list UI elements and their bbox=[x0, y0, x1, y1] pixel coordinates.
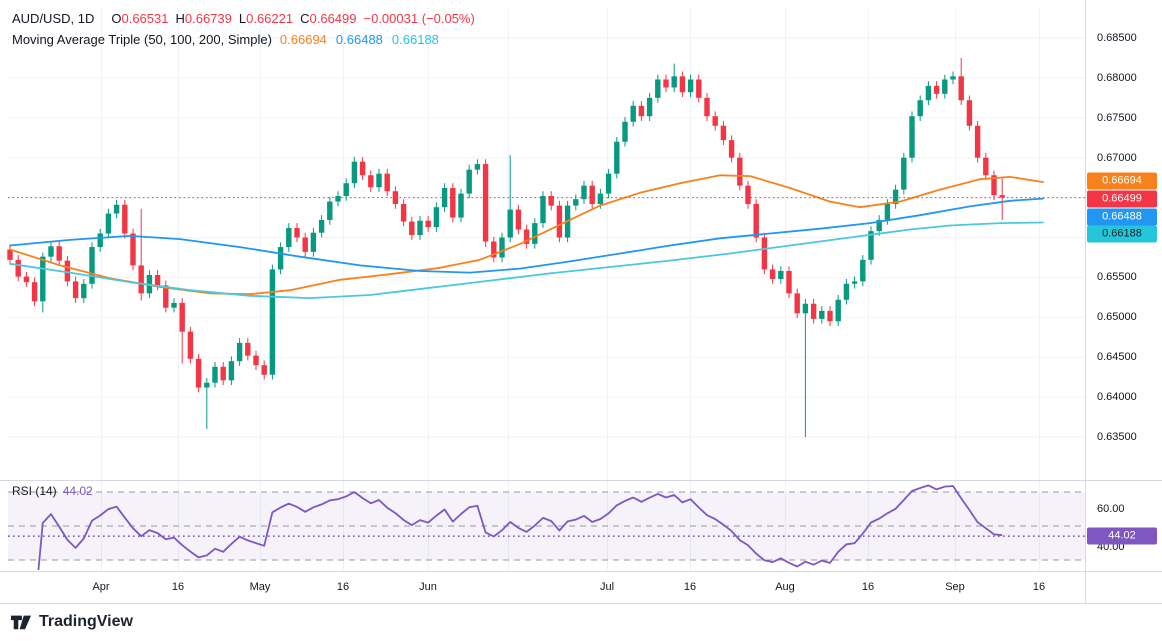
rsi-value: 44.02 bbox=[62, 484, 93, 498]
rsi-axis-label: 60.00 bbox=[1097, 503, 1125, 515]
ohlc-key: L bbox=[238, 11, 247, 26]
time-axis-label: Sep bbox=[945, 581, 965, 593]
time-axis-label: Jul bbox=[599, 581, 615, 593]
ma-legend-row[interactable]: Moving Average Triple (50, 100, 200, Sim… bbox=[12, 29, 475, 50]
rsi-indicator-title: RSI (14) bbox=[12, 484, 57, 498]
time-axis-label: Apr bbox=[92, 581, 110, 593]
time-axis-label: 16 bbox=[861, 581, 875, 593]
price-axis-label: 0.65000 bbox=[1097, 311, 1137, 324]
price-badge: 0.66188 bbox=[1087, 225, 1157, 243]
ma-value: 0.66188 bbox=[391, 32, 439, 47]
price-axis-label: 0.63500 bbox=[1097, 431, 1137, 443]
time-axis-label: Aug bbox=[775, 581, 795, 593]
price-badge: 0.66488 bbox=[1087, 208, 1157, 226]
ohlc-value: 0.66499 bbox=[309, 11, 357, 26]
time-axis-label: 16 bbox=[171, 581, 185, 593]
ohlc-value: 0.66739 bbox=[184, 11, 232, 26]
ma-value: 0.66694 bbox=[279, 32, 327, 47]
price-axis-label: 0.64500 bbox=[1097, 351, 1137, 364]
tradingview-logo-text: TradingView bbox=[39, 613, 133, 630]
ohlc-key: O bbox=[111, 11, 122, 26]
price-axis-label: 0.65500 bbox=[1097, 271, 1137, 284]
rsi-legend[interactable]: RSI (14) 44.02 bbox=[12, 484, 93, 498]
symbol-ohlc-row: AUD/USD, 1D O0.66531 H0.66739 L0.66221 C0.66… bbox=[12, 8, 475, 29]
price-axis-label: 0.68000 bbox=[1097, 71, 1137, 84]
tradingview-logo[interactable]: TradingView bbox=[10, 612, 133, 632]
time-axis-label: 16 bbox=[336, 581, 350, 593]
ohlc-values: O0.66531 H0.66739 L0.66221 C0.66499 bbox=[104, 11, 356, 26]
ohlc-value: 0.66221 bbox=[246, 11, 294, 26]
tradingview-logo-icon bbox=[11, 615, 31, 630]
ohlc-key: C bbox=[300, 11, 310, 26]
price-badge: 0.66694 bbox=[1087, 172, 1157, 190]
ohlc-key: H bbox=[175, 11, 185, 26]
price-axis-label: 0.67000 bbox=[1097, 151, 1137, 164]
ma-values: 0.66694 0.66488 0.66188 bbox=[280, 32, 448, 47]
time-axis-label: May bbox=[249, 581, 271, 593]
price-badge: 0.66499 bbox=[1087, 190, 1157, 208]
change-value: −0.00031 (−0.05%) bbox=[363, 11, 475, 26]
rsi-value-badge: 44.02 bbox=[1087, 527, 1157, 545]
price-axis-label: 0.68500 bbox=[1097, 32, 1137, 44]
symbol-title: AUD/USD, 1D bbox=[12, 11, 95, 26]
price-axis-label: 0.67500 bbox=[1097, 111, 1137, 124]
time-axis-label: Jun bbox=[419, 581, 437, 593]
price-axis-label: 0.64000 bbox=[1097, 391, 1137, 404]
symbol-legend[interactable]: AUD/USD, 1D O0.66531 H0.66739 L0.66221 C0.66… bbox=[12, 8, 475, 50]
ma-indicator-title: Moving Average Triple (50, 100, 200, Sim… bbox=[12, 32, 272, 47]
time-axis-label: 16 bbox=[1032, 581, 1046, 593]
time-axis-label: 16 bbox=[683, 581, 697, 593]
ohlc-value: 0.66531 bbox=[121, 11, 169, 26]
ma-value: 0.66488 bbox=[335, 32, 383, 47]
